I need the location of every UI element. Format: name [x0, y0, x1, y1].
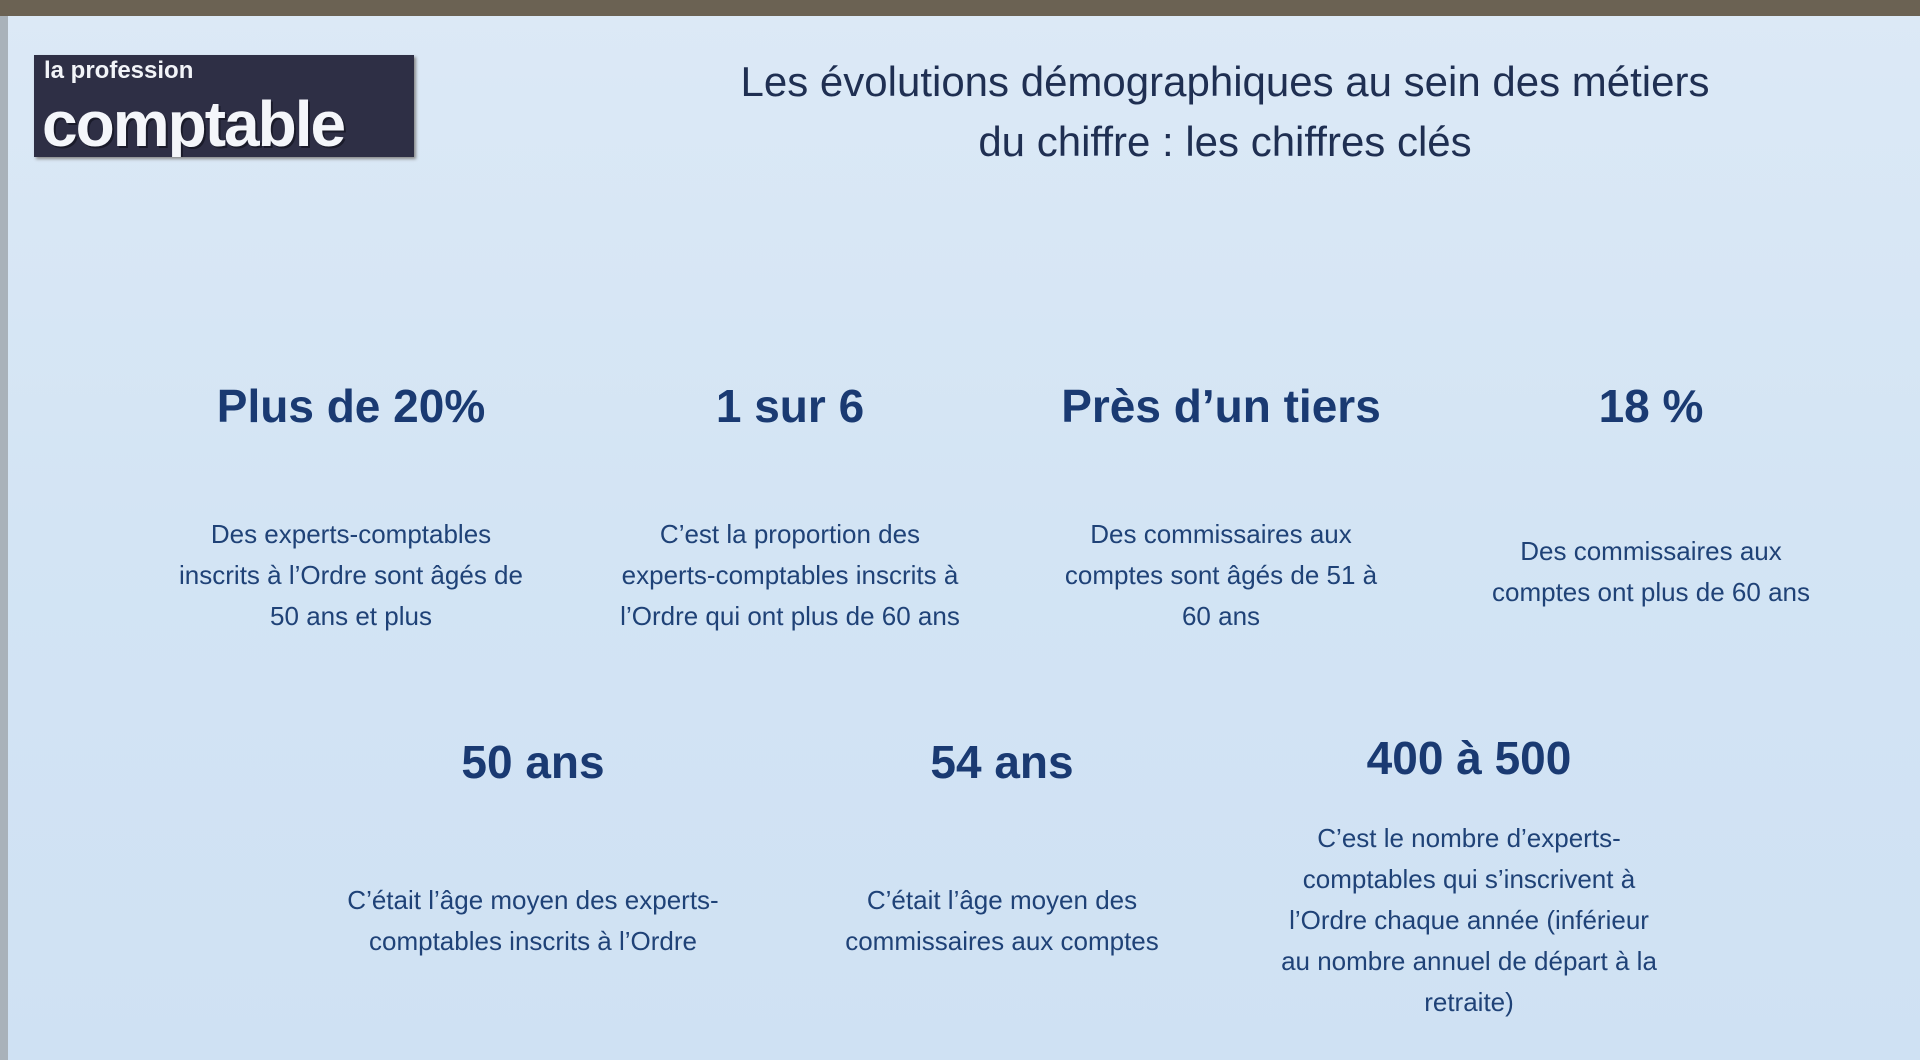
slide-title: Les évolutions démographiques au sein de… [560, 52, 1890, 172]
stat-description-line: commissaires aux comptes [845, 926, 1159, 956]
stat-description-line: comptes sont âgés de 51 à [1064, 560, 1378, 590]
stat-description-line: Des commissaires aux [1520, 536, 1782, 566]
stat-description-line: comptes ont plus de 60 ans [1492, 577, 1810, 607]
stat-description-line: experts-comptables inscrits à [621, 560, 959, 590]
stat-value: 400 à 500 [1366, 732, 1572, 784]
stat-value: Plus de 20% [216, 380, 486, 432]
screen-top-bezel [0, 0, 1920, 16]
stat-description-line: l’Ordre qui ont plus de 60 ans [620, 601, 960, 631]
stat-description-line: Des commissaires aux [1090, 519, 1352, 549]
stat-value: 54 ans [930, 736, 1074, 788]
stat-description: C’était l’âge moyen des experts-comptabl… [347, 880, 718, 962]
stat-description-line: 50 ans et plus [270, 601, 432, 631]
stat-description-line: C’est le nombre d’experts- [1317, 823, 1621, 853]
screen-left-edge [0, 16, 8, 1060]
stat-description-line: comptables qui s’inscrivent à [1302, 864, 1636, 894]
stat-description: C’est le nombre d’experts-comptables qui… [1281, 818, 1657, 1023]
logo: la profession comptable [34, 55, 414, 157]
title-line1: Les évolutions démographiques au sein de… [740, 58, 1710, 105]
stat-value: 50 ans [461, 736, 605, 788]
stat-description-line: 60 ans [1181, 601, 1261, 631]
stat-description: C’est la proportion des experts-comptable… [620, 514, 960, 637]
stat-description-line: retraite) [1424, 987, 1514, 1017]
stat-value: Près d’un tiers [1061, 380, 1381, 432]
stat-description-line: C’était l’âge moyen des experts- [347, 885, 719, 915]
stat-value: 18 % [1598, 380, 1704, 432]
stat-description-line: inscrits à l’Ordre sont âgés de [179, 560, 523, 590]
stat-description: Des experts-comptables inscrits à l’Ordre… [179, 514, 523, 637]
logo-line1: la profession [44, 57, 194, 84]
stat-description-line: Des experts-comptables [210, 519, 492, 549]
stat-description-line: C’est la proportion des [659, 519, 921, 549]
stat-description-line: l’Ordre chaque année (inférieur [1289, 905, 1649, 935]
stat-description-line: C’était l’âge moyen des [866, 885, 1138, 915]
stat-value: 1 sur 6 [715, 380, 865, 432]
logo-line2: comptable [42, 88, 346, 157]
stat-description: Des commissaires aux comptes sont âgés de… [1065, 514, 1377, 637]
stat-description-line: au nombre annuel de départ à la [1281, 946, 1657, 976]
stat-description-line: comptables inscrits à l’Ordre [369, 926, 697, 956]
title-line2: du chiffre : les chiffres clés [978, 118, 1472, 165]
stat-description: C’était l’âge moyen des commissaires aux … [845, 880, 1159, 962]
stat-description: Des commissaires aux comptes ont plus de … [1492, 531, 1810, 613]
